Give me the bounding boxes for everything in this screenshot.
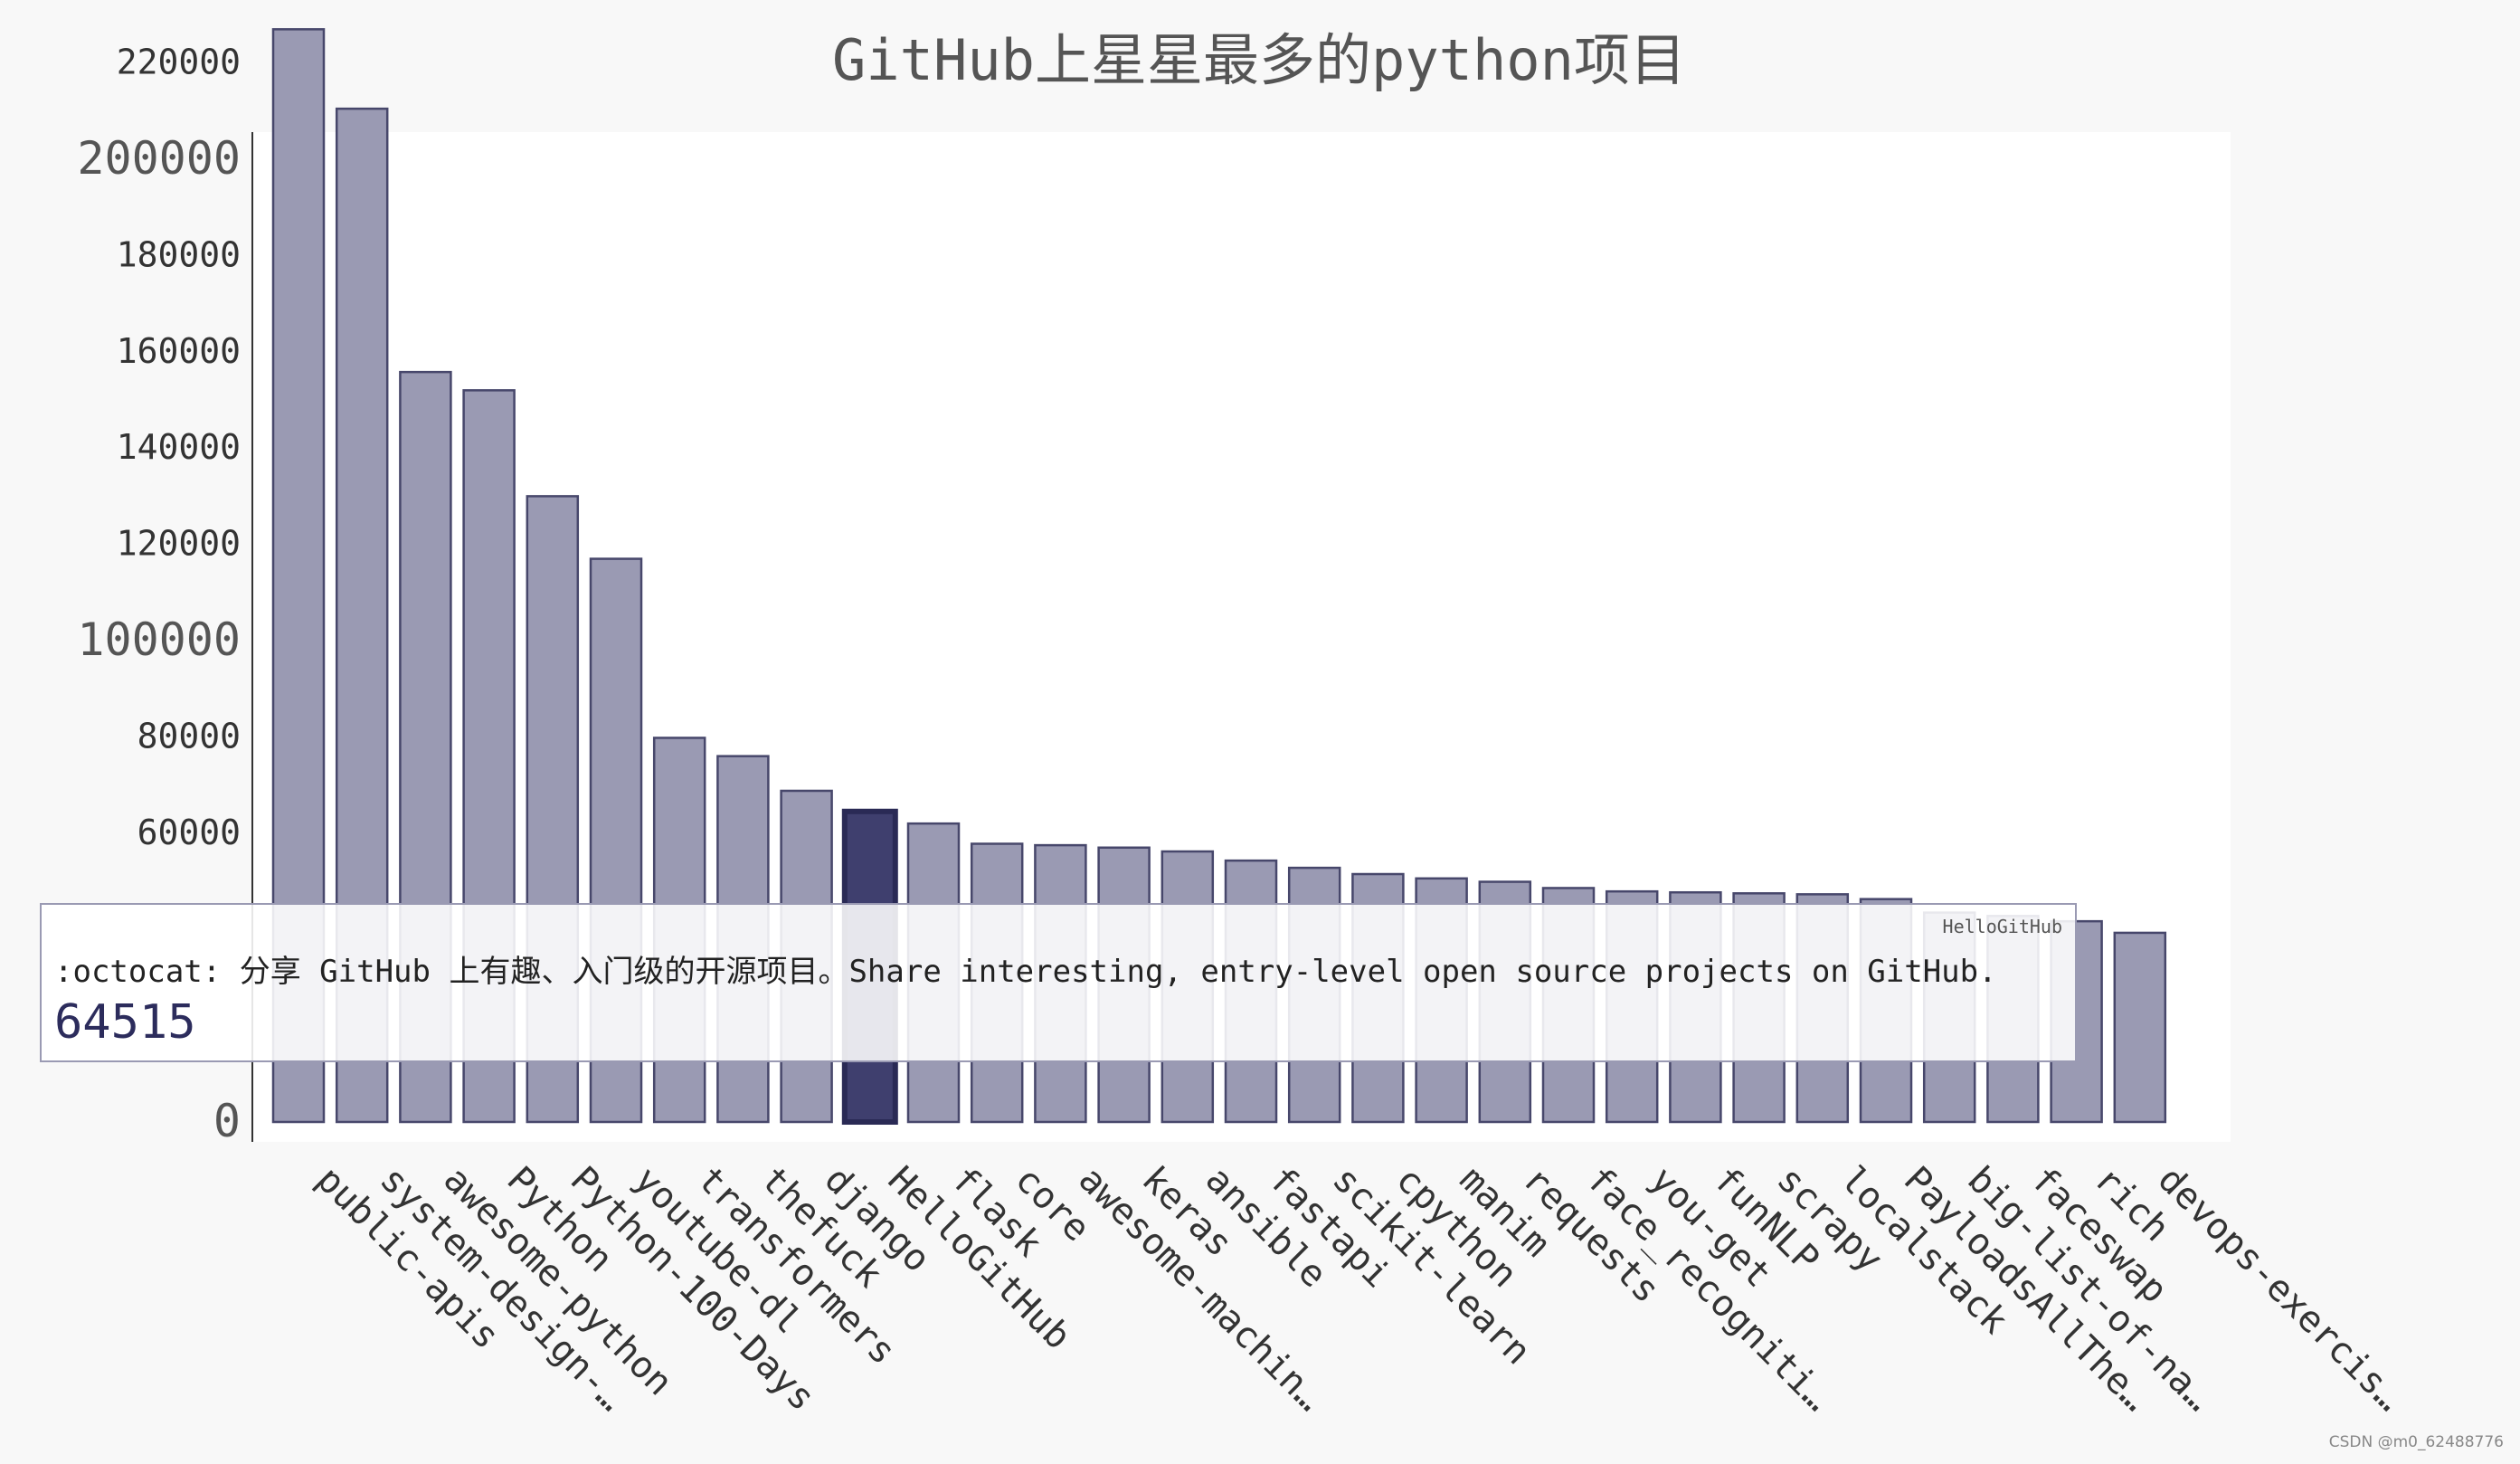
y-tick-label: 160000: [117, 331, 241, 371]
tooltip-description: :octocat: 分享 GitHub 上有趣、入门级的开源项目。Share i…: [54, 954, 1997, 990]
bar-29[interactable]: [2113, 931, 2167, 1124]
y-tick-label: 120000: [117, 524, 241, 564]
y-tick-label: 0: [213, 1095, 241, 1147]
watermark: CSDN @m0_62488776: [2328, 1433, 2504, 1451]
tooltip: HelloGitHub :octocat: 分享 GitHub 上有趣、入门级的…: [40, 903, 2077, 1062]
y-tick-label: 220000: [117, 43, 241, 82]
tooltip-value: 64515: [54, 995, 196, 1050]
y-tick-label: 100000: [77, 613, 241, 666]
tooltip-title: HelloGitHub: [1942, 916, 2062, 937]
y-tick-label: 200000: [77, 132, 241, 185]
y-tick-label: 180000: [117, 234, 241, 274]
y-axis: 0 60000 80000 100000 120000 140000 160000 18000…: [77, 43, 241, 1147]
chart-title: GitHub上星星最多的python项目: [832, 27, 1686, 93]
y-tick-label: 80000: [137, 716, 241, 756]
y-tick-label: 60000: [137, 813, 241, 852]
x-axis: public-apissystem-design-…awesome-python…: [308, 1159, 2411, 1420]
y-tick-label: 140000: [117, 427, 241, 467]
